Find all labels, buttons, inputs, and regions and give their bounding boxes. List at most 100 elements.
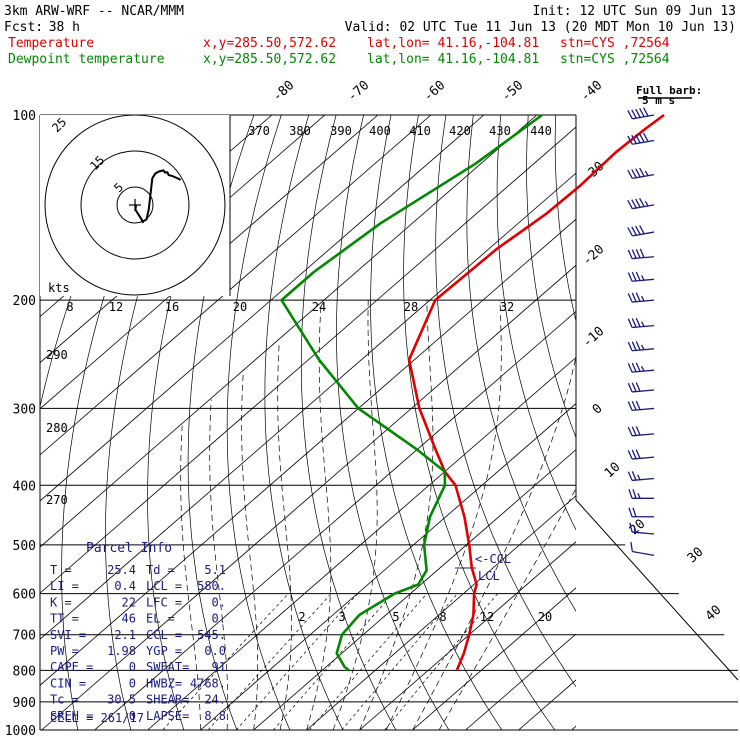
parcel-key: HWBZ=: [146, 676, 182, 690]
parcel-key: LFC =: [146, 595, 182, 609]
dry-adiabat: [554, 115, 576, 323]
hodograph-ring: [44, 114, 226, 296]
mixing-ratio-label: 2: [298, 610, 305, 624]
isotherm-label: -60: [421, 78, 448, 105]
isotherm-label: -20: [580, 242, 607, 269]
dry-adiabat: [435, 115, 576, 688]
isotherm-line: [412, 587, 576, 730]
pressure-label-900: 900: [13, 696, 36, 711]
parcel-value: 0: [129, 676, 136, 690]
pressure-label-100: 100: [13, 109, 36, 124]
wind-barb: [627, 382, 655, 393]
dry-adiabat: [226, 115, 291, 730]
dewpoint-line: [280, 113, 543, 672]
wind-barb: [627, 197, 655, 210]
barb-legend-title: Full barb:: [636, 84, 702, 97]
legend-temperature-label: Temperature: [8, 36, 94, 51]
moist-adiabat: [306, 306, 332, 730]
theta-label: 430: [489, 124, 511, 138]
parcel-key: TT =: [50, 612, 79, 626]
isotherm-line: [571, 725, 576, 730]
theta-label: 380: [289, 124, 311, 138]
mixing-ratio-label: 5: [392, 610, 399, 624]
dry-adiabat: [665, 115, 740, 730]
pressure-label-700: 700: [13, 629, 36, 644]
parcel-value: 46: [122, 612, 136, 626]
parcel-key: SHEAR=: [146, 693, 189, 707]
legend-dewpoint-latlon: lat,lon= 41.16,-104.81: [367, 52, 539, 67]
dry-adiabat: [300, 115, 397, 730]
parcel-value: 0: [129, 660, 136, 674]
parcel-key: LAPSE=: [146, 709, 189, 723]
ccl-label: <-CCL: [475, 552, 511, 566]
parcel-value: 0.4: [114, 579, 136, 593]
isotherm-line: [40, 115, 432, 456]
wind-barb: [628, 507, 654, 518]
parcel-value: 5.1: [204, 563, 226, 577]
theta-label: 410: [409, 124, 431, 138]
parcel-value: 8.8: [204, 709, 226, 723]
parcel-key: PW =: [50, 644, 79, 658]
mixing-ratio-label: 8: [439, 610, 446, 624]
dry-adiabat: [105, 115, 200, 730]
parcel-info-panel: Parcel Info T = 25.4 Td = 5.1 LI = 0.4 LCL = 58…: [50, 541, 226, 725]
mixing-ratio-line: [341, 593, 458, 730]
hodograph-speed-label: 32: [500, 300, 514, 314]
isotherm-line: [359, 541, 576, 730]
wind-barb: [627, 225, 655, 237]
valid-time: Valid: 02 UTC Tue 11 Jun 13 (20 MDT Mon …: [345, 20, 736, 35]
isotherm-line: [306, 495, 576, 730]
dry-adiabat: [370, 115, 503, 730]
legend-dewpoint-xy: x,y=285.50,572.62: [203, 52, 336, 67]
theta-label: 400: [369, 124, 391, 138]
parcel-info-title: Parcel Info: [86, 541, 172, 556]
mixing-ratio-line: [384, 593, 498, 730]
parcel-key: CAPE =: [50, 660, 93, 674]
wind-barb: [630, 542, 655, 556]
parcel-value: 91: [212, 660, 226, 674]
dry-adiabat: [40, 115, 145, 409]
wind-barb: [627, 317, 655, 329]
isotherm-line: [41, 264, 576, 730]
wind-barb: [627, 167, 655, 180]
parcel-key: SWEAT=: [146, 660, 189, 674]
moist-adiabat: [277, 343, 292, 730]
mixing-ratio-label: 12: [480, 610, 494, 624]
isotherm-label: 20: [627, 517, 649, 539]
parcel-key: K =: [50, 595, 72, 609]
hodograph-trace: [134, 169, 182, 224]
pressure-label-200: 200: [13, 294, 36, 309]
isotherm-label: 30: [685, 545, 707, 567]
hodograph-speed-label: 8: [66, 300, 73, 314]
dry-adiabat: [720, 115, 740, 730]
legend-temperature-stn: stn=CYS ,72564: [560, 36, 670, 51]
parcel-value: 25.4: [107, 563, 136, 577]
init-time: Init: 12 UTC Sun 09 Jun 13: [533, 4, 737, 19]
lcl-label: LCL: [478, 569, 500, 583]
side-theta-label: 270: [46, 493, 68, 507]
parcel-key: YGP =: [146, 644, 182, 658]
theta-label: 370: [248, 124, 270, 138]
legend-temperature-latlon: lat,lon= 41.16,-104.81: [367, 36, 539, 51]
hodograph-speed-label: 12: [109, 300, 123, 314]
side-theta-label: 290: [46, 348, 68, 362]
parcel-value: 0.0: [204, 644, 226, 658]
wind-barb: [627, 271, 655, 282]
isotherm-line: [200, 403, 576, 730]
isotherm-line: [40, 115, 538, 548]
forecast-label: Fcst:: [4, 20, 43, 35]
isotherm-line: [40, 126, 576, 594]
isotherm-label: -70: [345, 78, 372, 105]
parcel-key: SVI =: [50, 628, 86, 642]
mixing-ratio-label: 3: [338, 610, 345, 624]
parcel-key: SREH =: [50, 709, 93, 723]
dry-adiabat: [466, 115, 576, 612]
legend-dewpoint-stn: stn=CYS ,72564: [560, 52, 670, 67]
wind-barb: [627, 449, 655, 460]
moist-adiabat: [438, 487, 576, 730]
parcel-value: 545.: [197, 628, 226, 642]
moist-adiabat: [209, 399, 229, 730]
side-theta-label: 280: [46, 421, 68, 435]
